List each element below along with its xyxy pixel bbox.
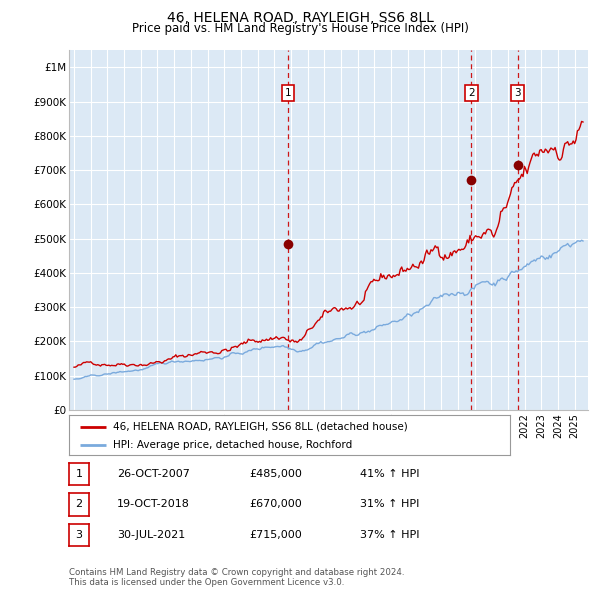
Text: 3: 3 bbox=[514, 88, 521, 99]
Text: £485,000: £485,000 bbox=[249, 469, 302, 478]
Text: 46, HELENA ROAD, RAYLEIGH, SS6 8LL (detached house): 46, HELENA ROAD, RAYLEIGH, SS6 8LL (deta… bbox=[113, 422, 408, 432]
Text: 31% ↑ HPI: 31% ↑ HPI bbox=[360, 500, 419, 509]
Text: 26-OCT-2007: 26-OCT-2007 bbox=[117, 469, 190, 478]
Text: 19-OCT-2018: 19-OCT-2018 bbox=[117, 500, 190, 509]
Text: HPI: Average price, detached house, Rochford: HPI: Average price, detached house, Roch… bbox=[113, 440, 352, 450]
Text: £670,000: £670,000 bbox=[249, 500, 302, 509]
Text: Contains HM Land Registry data © Crown copyright and database right 2024.
This d: Contains HM Land Registry data © Crown c… bbox=[69, 568, 404, 587]
Text: 2: 2 bbox=[468, 88, 475, 99]
Text: 37% ↑ HPI: 37% ↑ HPI bbox=[360, 530, 419, 540]
Text: Price paid vs. HM Land Registry's House Price Index (HPI): Price paid vs. HM Land Registry's House … bbox=[131, 22, 469, 35]
Text: 46, HELENA ROAD, RAYLEIGH, SS6 8LL: 46, HELENA ROAD, RAYLEIGH, SS6 8LL bbox=[167, 11, 433, 25]
Text: 1: 1 bbox=[76, 469, 82, 478]
Text: 3: 3 bbox=[76, 530, 82, 540]
Text: 1: 1 bbox=[284, 88, 291, 99]
Text: 30-JUL-2021: 30-JUL-2021 bbox=[117, 530, 185, 540]
Text: £715,000: £715,000 bbox=[249, 530, 302, 540]
Text: 41% ↑ HPI: 41% ↑ HPI bbox=[360, 469, 419, 478]
Text: 2: 2 bbox=[76, 500, 82, 509]
